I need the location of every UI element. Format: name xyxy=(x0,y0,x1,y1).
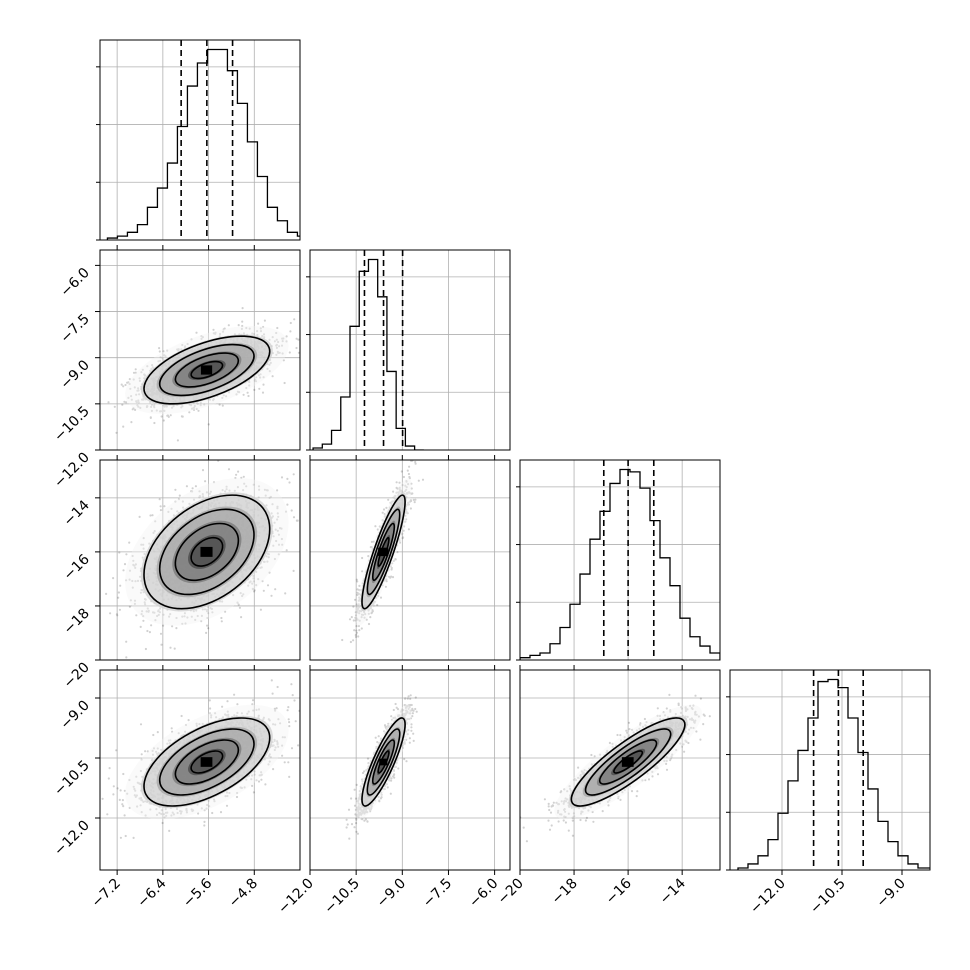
x-tick-label: −18 xyxy=(549,876,581,908)
density-peak xyxy=(200,365,213,375)
panel-frame xyxy=(99,459,301,661)
marginal-panel-0 xyxy=(96,39,301,241)
density-peak xyxy=(379,758,388,766)
contour-2 xyxy=(158,343,255,397)
contour-2 xyxy=(366,728,401,796)
y-tick-label: −20 xyxy=(61,660,93,692)
contour-3 xyxy=(143,494,271,610)
x-tick-label: −10.5 xyxy=(321,876,363,918)
contour-1 xyxy=(371,522,396,582)
pair-content xyxy=(100,460,300,660)
y-tick-label: −9.0 xyxy=(57,357,92,392)
y-tick-label: −18 xyxy=(61,605,93,637)
x-tick-label: −14 xyxy=(657,875,689,907)
x-tick-label: −7.5 xyxy=(420,876,455,911)
pair-content xyxy=(310,670,510,870)
y-tick-label: −9.0 xyxy=(57,698,92,733)
contour-3 xyxy=(143,717,271,807)
contour-0 xyxy=(190,536,224,567)
x-tick-label: −6.0 xyxy=(466,876,501,911)
y-tick-label: −10.5 xyxy=(51,758,93,800)
contour-0 xyxy=(377,536,390,567)
panel-frame xyxy=(99,39,301,241)
histogram-step xyxy=(312,258,424,450)
panel-frame xyxy=(99,249,301,451)
contour-3 xyxy=(361,717,406,807)
x-tick-label: −7.2 xyxy=(89,876,124,911)
contour-1 xyxy=(598,739,658,785)
density-peak xyxy=(621,757,634,767)
y-tick-label: −7.5 xyxy=(57,311,92,346)
x-tick-label: −9.0 xyxy=(374,876,409,911)
pair-panel-1-3 xyxy=(309,669,511,871)
y-tick-label: −14 xyxy=(61,497,93,529)
marginal-panel-3 xyxy=(726,669,931,871)
contour-2 xyxy=(584,728,672,796)
marginal-panel-1 xyxy=(306,249,511,451)
pair-grid xyxy=(310,670,510,870)
y-tick-label: −12.0 xyxy=(51,818,93,860)
contour-1 xyxy=(371,739,396,785)
marginal-grid-1 xyxy=(309,250,510,450)
y-tick-label: −10.5 xyxy=(51,403,93,445)
panel-frame xyxy=(729,669,931,871)
panel-frame xyxy=(99,669,301,871)
contour-2 xyxy=(366,508,401,596)
contour-1 xyxy=(174,522,240,582)
x-tick-label: −16 xyxy=(603,875,635,907)
panel-frame xyxy=(519,459,721,661)
pair-panel-2-3 xyxy=(519,669,721,871)
contour-1 xyxy=(174,352,240,388)
x-tick-label: −6.4 xyxy=(134,875,169,910)
contour-0 xyxy=(377,750,390,774)
x-tick-label: −10.5 xyxy=(807,876,849,918)
pair-panel-0-2 xyxy=(99,459,301,661)
panel-frame xyxy=(309,669,511,871)
histogram-step xyxy=(520,468,720,660)
y-tick-label: −12.0 xyxy=(51,450,93,492)
contour-0 xyxy=(190,750,224,774)
x-tick-label: −5.6 xyxy=(180,875,215,910)
x-tick-label: −4.8 xyxy=(226,876,261,911)
histogram-step xyxy=(737,678,930,870)
x-tick-label: −20 xyxy=(495,876,527,908)
pair-panel-0-1 xyxy=(99,249,301,451)
pair-panel-1-2 xyxy=(309,459,511,661)
contour-2 xyxy=(158,728,255,796)
contour-1 xyxy=(174,739,240,785)
contour-3 xyxy=(143,335,271,405)
x-tick-label: −12.0 xyxy=(747,876,789,918)
pair-content xyxy=(100,250,300,450)
x-tick-label: −9.0 xyxy=(873,876,908,911)
contour-3 xyxy=(361,494,406,610)
x-tick-label: −12.0 xyxy=(275,876,317,918)
marginal-panel-2 xyxy=(516,459,721,661)
panel-frame xyxy=(519,669,721,871)
y-tick-label: −16 xyxy=(61,551,93,583)
density-peak xyxy=(200,757,213,767)
contour-2 xyxy=(158,508,255,596)
panel-frame xyxy=(309,249,511,451)
pair-content xyxy=(100,670,300,870)
density-peak xyxy=(378,547,389,557)
marginal-grid-3 xyxy=(730,670,930,870)
contour-0 xyxy=(613,750,644,774)
contour-0 xyxy=(190,360,224,380)
pair-panel-0-3 xyxy=(99,669,301,871)
contour-3 xyxy=(570,717,686,807)
pair-content xyxy=(520,670,720,870)
marginal-grid-0 xyxy=(100,40,300,240)
pair-content xyxy=(310,460,510,660)
density-peak xyxy=(200,546,213,557)
y-tick-label: −6.0 xyxy=(57,265,92,300)
panel-frame xyxy=(309,459,511,661)
